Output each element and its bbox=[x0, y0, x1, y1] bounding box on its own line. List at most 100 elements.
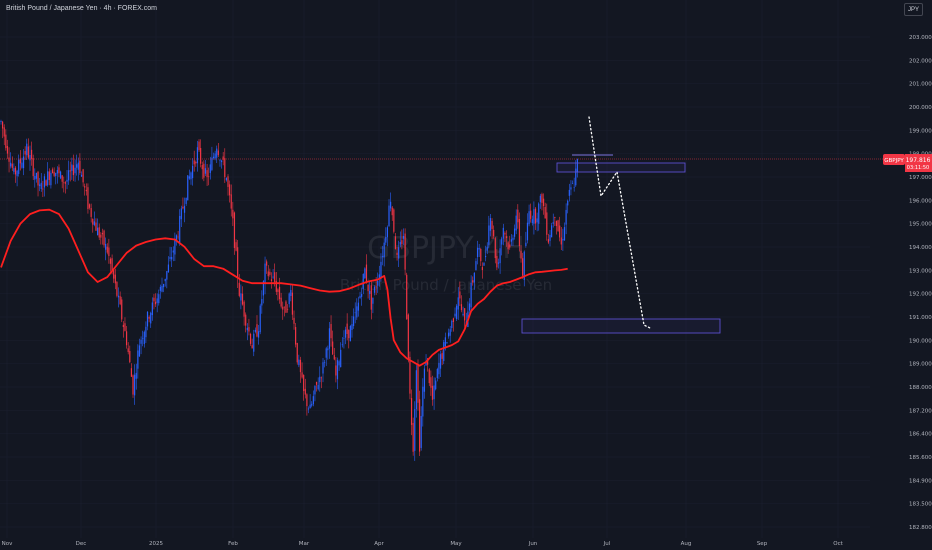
candle-body bbox=[103, 230, 105, 246]
candle-body bbox=[209, 164, 211, 173]
candle-body bbox=[468, 303, 471, 311]
candle-body bbox=[306, 394, 308, 407]
candle-body bbox=[570, 187, 572, 190]
candle-body bbox=[286, 309, 289, 310]
candle-body bbox=[518, 218, 521, 247]
candle-body bbox=[443, 342, 445, 362]
candle-body bbox=[346, 323, 348, 335]
candle-body bbox=[539, 195, 541, 203]
candle-body bbox=[509, 244, 511, 248]
price-axis[interactable]: 203.000202.000201.000200.000199.000198.0… bbox=[909, 35, 932, 531]
candle-body bbox=[93, 221, 95, 226]
time-axis-label: Oct bbox=[833, 541, 843, 547]
candle-body bbox=[398, 247, 400, 259]
candle-body bbox=[158, 294, 160, 304]
projection-path[interactable] bbox=[588, 116, 651, 329]
candle-body bbox=[295, 327, 297, 345]
candle-body bbox=[88, 204, 91, 208]
candle-body bbox=[142, 338, 144, 339]
currency-button[interactable]: JPY bbox=[904, 3, 923, 16]
price-axis-label: 195.000 bbox=[909, 222, 932, 228]
candle-body bbox=[454, 313, 456, 317]
candle-body bbox=[351, 324, 353, 330]
candle-body bbox=[148, 317, 150, 319]
candle-body bbox=[124, 323, 126, 331]
candle-body bbox=[171, 256, 173, 260]
candle-body bbox=[201, 165, 203, 170]
candle-body bbox=[555, 220, 558, 226]
candle-body bbox=[361, 293, 363, 297]
candle-body bbox=[369, 290, 371, 294]
candle-body bbox=[422, 386, 424, 417]
candle-body bbox=[249, 334, 252, 344]
time-axis[interactable]: Nov Dec 2025 Feb Mar Apr May Jun Jul Aug Sep Oct bbox=[2, 541, 844, 547]
candle-body bbox=[515, 215, 517, 231]
candle-body bbox=[497, 262, 500, 264]
candle-body bbox=[301, 372, 303, 378]
candle-body bbox=[27, 146, 29, 158]
price-axis-label: 203.000 bbox=[909, 35, 932, 41]
candle-body bbox=[568, 189, 570, 196]
candle-body bbox=[135, 372, 137, 379]
price-axis-label: 196.000 bbox=[909, 198, 932, 204]
candle-body bbox=[47, 171, 49, 186]
candle-body bbox=[319, 376, 321, 383]
candle-body bbox=[571, 183, 574, 185]
candle-body bbox=[132, 375, 134, 395]
candle-body bbox=[63, 182, 65, 184]
candle-body bbox=[246, 327, 248, 331]
candle-body bbox=[340, 349, 342, 368]
candle-body bbox=[344, 329, 347, 338]
candle-body bbox=[42, 188, 44, 190]
rectangle-zone[interactable] bbox=[556, 162, 686, 173]
candle-body bbox=[230, 194, 232, 209]
candle-body bbox=[274, 272, 276, 282]
candle-body bbox=[258, 331, 260, 338]
candle-body bbox=[554, 217, 556, 219]
rectangle-zone[interactable] bbox=[521, 318, 721, 334]
candle-body bbox=[238, 282, 240, 296]
candle-body bbox=[288, 293, 290, 305]
candle-body bbox=[320, 377, 322, 379]
candle-body bbox=[504, 232, 506, 235]
candle-body bbox=[267, 271, 269, 277]
candle-body bbox=[190, 172, 192, 180]
candle-body bbox=[496, 256, 498, 268]
candle-body bbox=[58, 167, 60, 174]
candle-body bbox=[97, 227, 99, 236]
candle-body bbox=[109, 258, 112, 264]
candle-body bbox=[399, 242, 401, 245]
candle-body bbox=[182, 206, 184, 209]
candle-body bbox=[290, 289, 292, 296]
candle-body bbox=[502, 227, 504, 239]
candle-body bbox=[406, 274, 408, 320]
candle-body bbox=[200, 148, 202, 164]
candle-body bbox=[72, 165, 75, 176]
candle-body bbox=[367, 284, 369, 292]
candle-body bbox=[349, 326, 351, 342]
candle-body bbox=[456, 305, 458, 320]
candle-body bbox=[307, 408, 310, 410]
candle-body bbox=[317, 384, 319, 390]
candle-body bbox=[551, 225, 553, 238]
candle-body bbox=[224, 158, 226, 178]
candle-body bbox=[18, 159, 20, 174]
candle-body bbox=[251, 345, 253, 349]
candle-body bbox=[146, 311, 149, 327]
candle-body bbox=[409, 356, 411, 394]
candle-body bbox=[282, 306, 284, 310]
candle-body bbox=[356, 306, 358, 318]
price-axis-label: 188.000 bbox=[909, 385, 932, 391]
candle-body bbox=[324, 362, 326, 363]
candle-body bbox=[457, 297, 459, 310]
candle-body bbox=[575, 168, 577, 186]
candle-body bbox=[333, 355, 335, 360]
candle-body bbox=[304, 388, 306, 395]
candle-body bbox=[116, 281, 118, 296]
candle-body bbox=[438, 362, 440, 375]
candle-body bbox=[87, 187, 89, 210]
price-axis-label: 191.000 bbox=[909, 315, 932, 321]
drawing-layer[interactable] bbox=[521, 116, 721, 334]
